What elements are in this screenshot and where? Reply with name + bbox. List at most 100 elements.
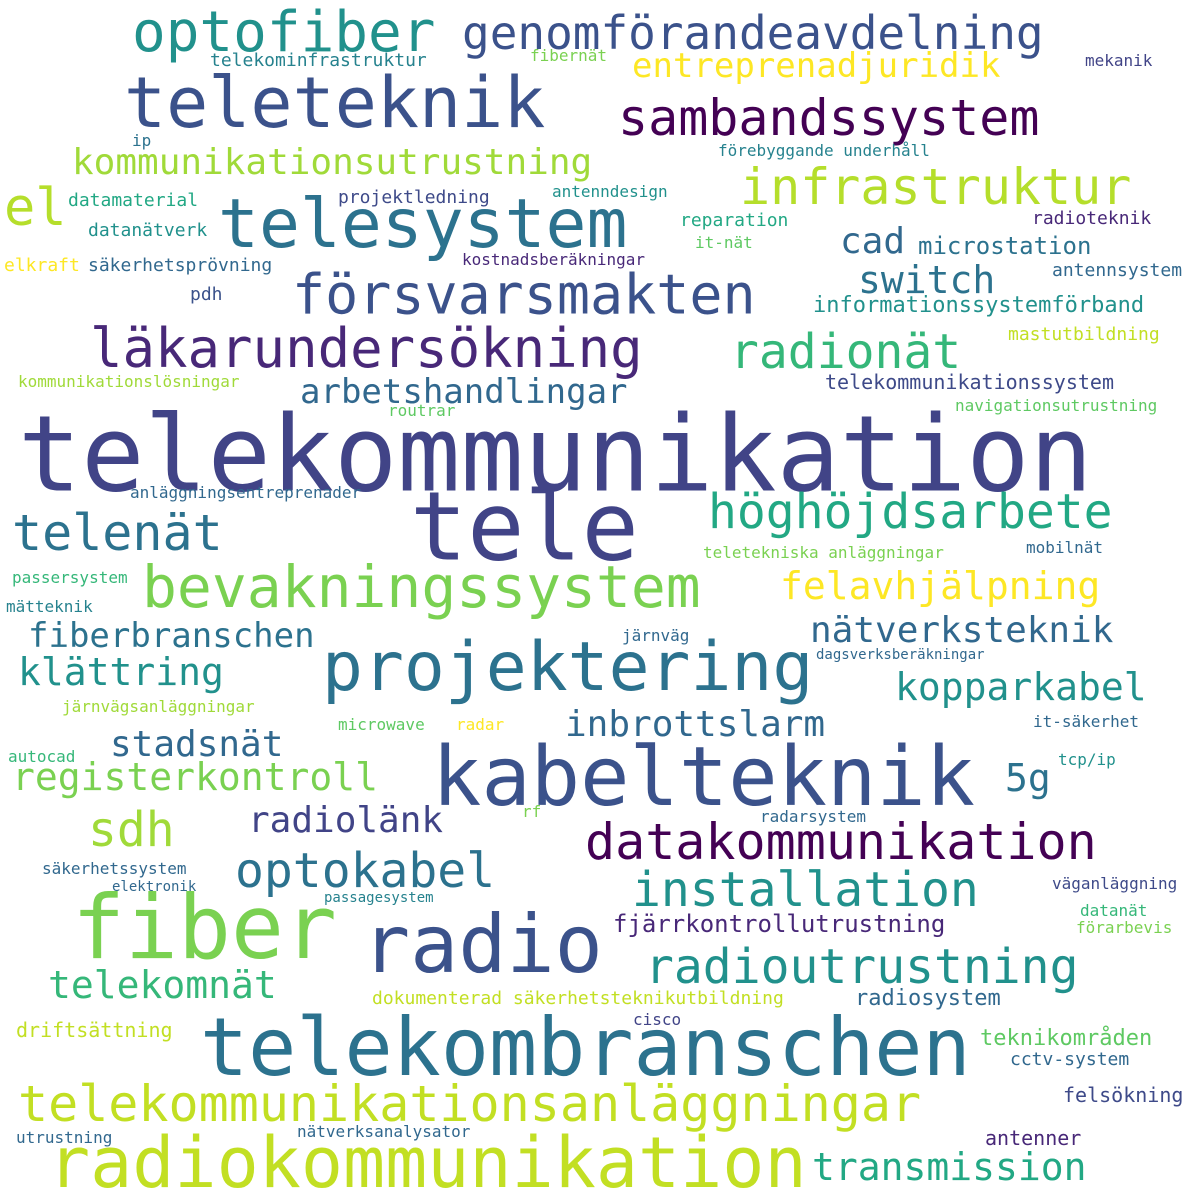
word: förebyggande underhåll (718, 141, 930, 160)
word: felsökning (1063, 1083, 1184, 1107)
word: infrastruktur (740, 158, 1132, 216)
word: tcp/ip (1058, 750, 1116, 769)
word: järnvägsanläggningar (62, 697, 255, 716)
word: cad (840, 221, 906, 262)
word: teleteknik (124, 62, 546, 144)
word: 5g (1005, 756, 1051, 800)
word: rf (522, 802, 542, 821)
word: fibernät (530, 46, 608, 65)
word: tele (410, 472, 639, 583)
word: microwave (338, 715, 425, 734)
word: datanätverk (88, 220, 208, 241)
word: optofiber (132, 0, 436, 65)
word: fiber (72, 876, 337, 979)
word: entreprenadjuridik (632, 46, 1001, 86)
word: nätverksteknik (810, 610, 1114, 651)
word: telekombranschen (200, 1001, 971, 1094)
word: reparation (680, 210, 789, 231)
word: projektledning (338, 187, 490, 208)
word: radioteknik (1032, 208, 1152, 229)
word: projektering (322, 628, 814, 707)
word: radar (456, 715, 505, 734)
word: switch (858, 258, 996, 302)
word: telenät (12, 504, 223, 562)
word: datamaterial (68, 190, 199, 211)
word: it-nät (695, 233, 753, 252)
word: antenner (985, 1126, 1082, 1150)
word: passersystem (12, 568, 128, 587)
word: nätverksanalysator (297, 1122, 471, 1141)
word: kopparkabel (895, 665, 1147, 709)
word: routrar (388, 401, 456, 420)
word: dokumenterad säkerhetsteknikutbildning (372, 988, 784, 1009)
word: radiosystem (855, 986, 1001, 1011)
word: teletekniska anläggningar (703, 543, 944, 562)
word: läkarundersökning (90, 317, 643, 380)
word: stadsnät (110, 724, 284, 765)
word: felavhjälpning (780, 564, 1101, 608)
word: inbrottslarm (565, 704, 826, 745)
word: kostnadsberäkningar (462, 250, 646, 269)
word: optokabel (235, 843, 496, 899)
word: informationssystemförband (813, 293, 1145, 318)
word: navigationsutrustning (955, 396, 1158, 415)
word: radioutrustning (645, 939, 1079, 995)
word: cisco (633, 1010, 682, 1029)
word: mätteknik (6, 597, 93, 616)
word: mastutbildning (1008, 324, 1160, 345)
word: radarsystem (760, 807, 866, 826)
word: microstation (918, 232, 1092, 260)
word: telekommunikationssystem (825, 370, 1114, 394)
word: genomförandeavdelning (462, 6, 1044, 60)
word: radio (362, 898, 603, 991)
word: telesystem (218, 185, 628, 264)
word: el (4, 178, 67, 238)
word: kommunikationsutrustning (72, 142, 593, 183)
word: pdh (190, 284, 223, 305)
word: antenndesign (552, 182, 668, 201)
word: förarbevis (1076, 918, 1173, 937)
word: säkerhetssystem (42, 859, 187, 878)
word: radionät (730, 324, 962, 380)
word: kabelteknik (432, 730, 976, 825)
word: mobilnät (1026, 538, 1104, 557)
word: it-säkerhet (1033, 712, 1139, 731)
word: datanät (1080, 901, 1148, 920)
word: fiberbranschen (28, 616, 315, 656)
word: utrustning (16, 1128, 113, 1147)
word: elektronik (112, 879, 197, 895)
word: dagsverksberäkningar (816, 647, 985, 663)
word: sambandssystem (618, 89, 1040, 147)
word: datakommunikation (585, 813, 1097, 871)
word: klättring (18, 650, 224, 694)
word: radiokommunikation (48, 1122, 807, 1200)
word: transmission (812, 1145, 1087, 1189)
word: telekommunikation (18, 393, 1093, 516)
word: cctv-system (1010, 1049, 1130, 1070)
word: radiolänk (248, 800, 444, 841)
word: mekanik (1085, 51, 1153, 70)
word: försvarsmakten (292, 262, 756, 327)
word: installation (632, 862, 979, 918)
word: väganläggning (1052, 874, 1178, 893)
word: driftsättning (16, 1018, 173, 1042)
word: arbetshandlingar (300, 372, 628, 412)
word: registerkontroll (12, 755, 379, 799)
word: autocad (8, 747, 76, 766)
word: järnväg (622, 626, 690, 645)
word: anläggningsentreprenader (130, 483, 362, 502)
word: fjärrkontrollutrustning (613, 910, 946, 938)
word: telekommunikationsanläggningar (18, 1075, 922, 1133)
word: antennsystem (1052, 260, 1183, 281)
word: sdh (88, 802, 175, 858)
word: telekomnät (48, 963, 277, 1007)
word: kommunikationslösningar (18, 372, 240, 391)
word: teknikområden (980, 1026, 1153, 1051)
word: säkerhetsprövning (88, 255, 273, 276)
word: telekominfrastruktur (210, 50, 427, 71)
word: höghöjdsarbete (708, 484, 1113, 540)
word: ip (132, 131, 152, 150)
word: elkraft (4, 255, 80, 276)
word: passagesystem (324, 890, 434, 906)
